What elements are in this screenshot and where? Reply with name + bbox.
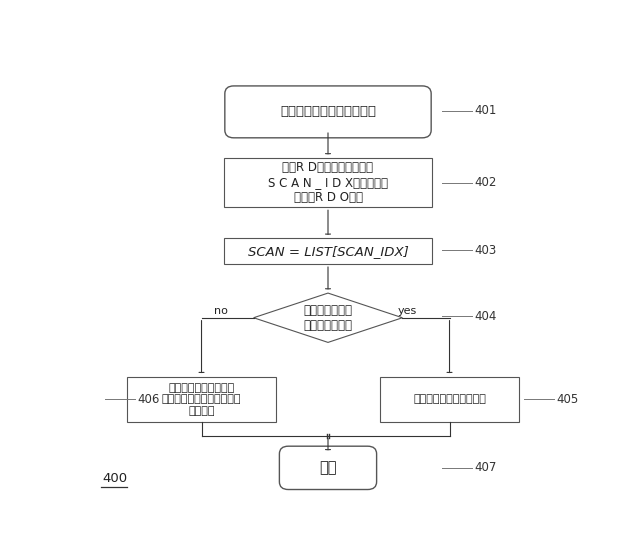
Text: 量子化変換係数分布の推定: 量子化変換係数分布の推定 <box>280 105 376 119</box>
Text: 403: 403 <box>474 244 497 257</box>
Bar <box>224 238 432 264</box>
Text: 現在分布統計を更新する: 現在分布統計を更新する <box>413 394 486 404</box>
Bar <box>224 158 432 207</box>
Text: 終了: 終了 <box>319 460 337 475</box>
Text: no: no <box>214 306 228 316</box>
Text: 405: 405 <box>556 393 579 405</box>
FancyBboxPatch shape <box>280 446 376 490</box>
Text: 406: 406 <box>137 393 159 405</box>
Text: 402: 402 <box>474 176 497 189</box>
Text: 404: 404 <box>474 310 497 323</box>
FancyBboxPatch shape <box>225 86 431 138</box>
Polygon shape <box>253 293 403 343</box>
Text: 最小R Dコストを提供する
S C A N _ I D Xを見付ける
ためのR D O手順: 最小R Dコストを提供する S C A N _ I D Xを見付ける ためのR … <box>268 161 388 204</box>
Text: yes: yes <box>397 306 417 316</box>
Text: 401: 401 <box>474 104 497 117</box>
Text: SCAN = LIST[SCAN_IDX]: SCAN = LIST[SCAN_IDX] <box>248 245 408 258</box>
Text: 現在分布統計と別に、
このブロックの分布統計を
処理する: 現在分布統計と別に、 このブロックの分布統計を 処理する <box>162 383 241 416</box>
Bar <box>380 377 519 422</box>
Bar <box>127 377 276 422</box>
Text: 407: 407 <box>474 461 497 475</box>
Text: 走査は適応的に
生成されたか？: 走査は適応的に 生成されたか？ <box>303 304 353 332</box>
Text: 400: 400 <box>102 472 127 485</box>
